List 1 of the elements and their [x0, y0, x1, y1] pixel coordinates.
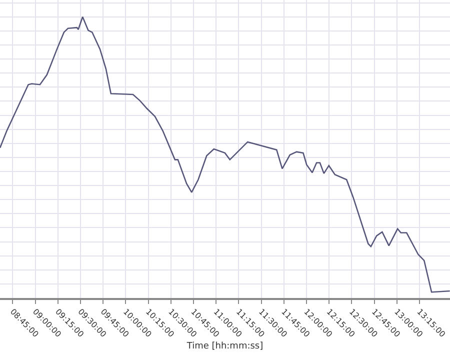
x-axis-title: Time [hh:mm:ss] [186, 341, 264, 352]
